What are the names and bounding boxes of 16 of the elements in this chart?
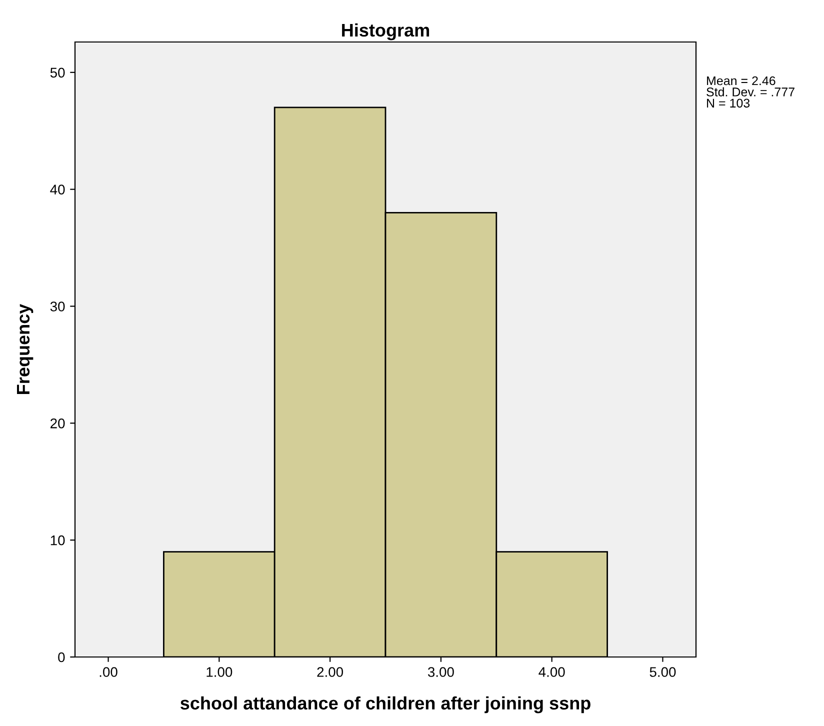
x-tick-label: 3.00: [428, 667, 454, 677]
chart-title: Histogram: [342, 23, 430, 40]
x-axis-title: school attandance of children after joining ssnp: [180, 696, 590, 714]
x-tick-label: 1.00: [206, 667, 232, 677]
x-tick-label: 5.00: [650, 667, 676, 677]
x-tick-label: .00: [100, 667, 118, 677]
text: Mean = 2.46 Std. Dev. = .777 N = 103: [706, 76, 794, 108]
y-tick-label: 20: [50, 418, 65, 428]
y-tick-label: 0: [58, 652, 65, 662]
y-axis-title: Frequency: [16, 304, 34, 394]
x-tick-label: 4.00: [538, 667, 565, 677]
y-tick-label: 40: [50, 184, 65, 194]
y-tick-label: 50: [50, 68, 65, 78]
y-tick-label: 30: [50, 302, 65, 312]
y-tick-label: 10: [50, 535, 65, 546]
x-tick-label: 2.00: [317, 667, 344, 677]
